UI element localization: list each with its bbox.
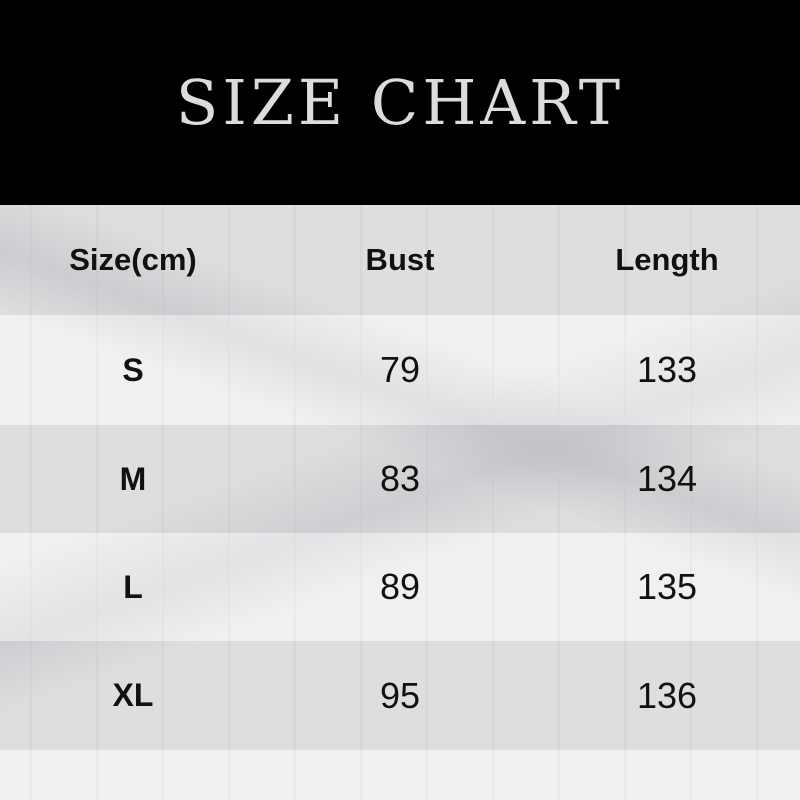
length-cell: 134 [636,458,698,499]
table-row: S 79 133 [0,315,800,425]
size-cell: XL [112,677,154,713]
title-banner: SIZE CHART [0,0,800,205]
bust-cell: 79 [379,349,421,390]
size-cell: M [119,460,147,497]
column-header-bust: Bust [365,242,435,277]
bust-cell: 95 [379,674,421,716]
length-cell: 133 [636,349,698,390]
table-row: M 83 134 [0,425,800,533]
column-header-length: Length [615,242,719,277]
table-footer-band [0,750,800,800]
table-row: L 89 135 [0,533,800,641]
bust-cell: 83 [379,458,421,499]
table-row: XL 95 136 [0,641,800,750]
table-header-row: Size(cm) Bust Length [0,205,800,315]
size-table: Size(cm) Bust Length S 79 133 M 83 134 L… [0,205,800,800]
length-cell: 136 [636,674,698,716]
column-header-size: Size(cm) [69,242,197,277]
size-cell: L [123,568,143,605]
size-cell: S [122,351,144,388]
page-title: SIZE CHART [175,66,625,139]
bust-cell: 89 [379,566,421,607]
length-cell: 135 [636,566,698,607]
